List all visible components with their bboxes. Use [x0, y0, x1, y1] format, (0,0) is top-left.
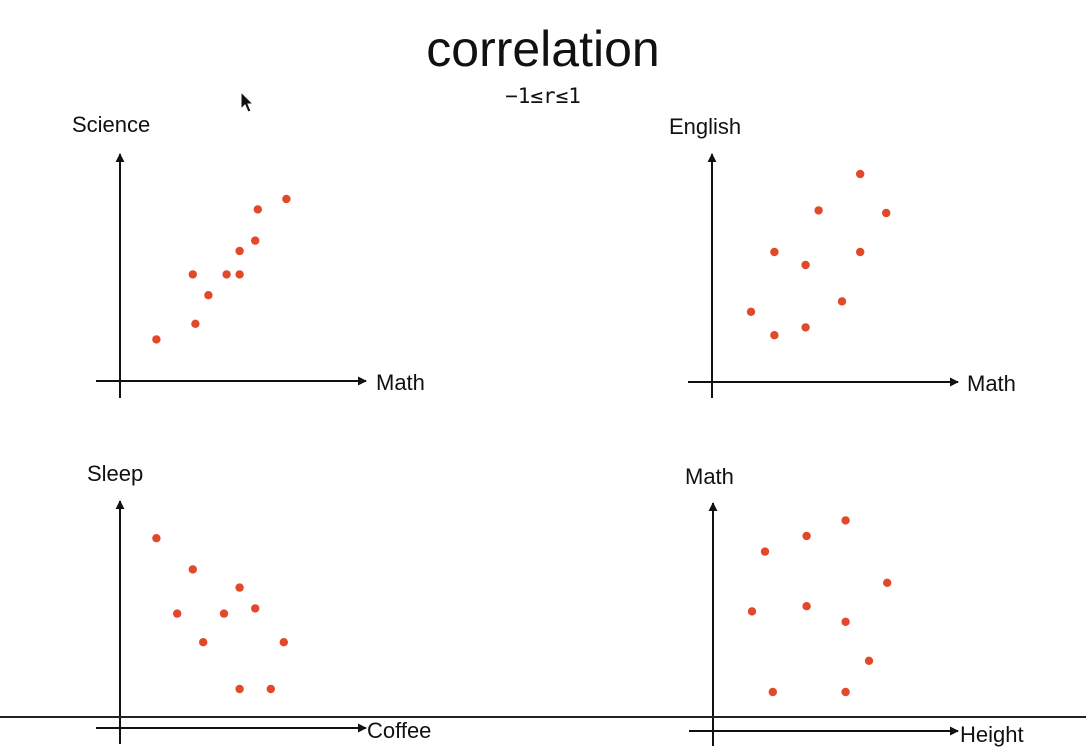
data-point	[864, 656, 874, 665]
data-point	[199, 638, 208, 647]
y-axis-label: Science	[72, 112, 151, 137]
data-point	[235, 246, 244, 256]
data-point	[204, 291, 213, 300]
data-point	[235, 583, 244, 592]
data-point	[235, 684, 244, 694]
data-point	[188, 270, 197, 279]
data-point	[279, 638, 288, 647]
data-point	[883, 578, 892, 587]
data-point	[760, 547, 770, 556]
data-point	[251, 604, 260, 613]
data-point	[768, 687, 777, 697]
data-point	[882, 208, 891, 218]
data-point	[188, 565, 197, 574]
data-point	[251, 236, 260, 245]
data-point	[770, 247, 779, 257]
data-point	[814, 206, 823, 215]
x-axis-label: Height	[960, 722, 1024, 747]
divider	[0, 716, 1086, 718]
data-point	[770, 331, 779, 340]
scatter-plot-math-vs-height	[747, 516, 892, 697]
data-point	[152, 534, 161, 543]
page-title: correlation	[426, 21, 660, 77]
data-point	[747, 607, 757, 616]
data-point	[841, 617, 850, 626]
data-point	[841, 687, 850, 697]
scatter-plot-sleep-vs-coffee	[152, 534, 288, 694]
scatter-plot-english-vs-math	[746, 169, 891, 340]
y-axis-label: Math	[685, 464, 734, 489]
data-point	[841, 516, 850, 525]
scatter-plot-science-vs-math	[152, 194, 291, 344]
data-point	[235, 270, 244, 279]
mouse-cursor-icon	[240, 91, 255, 113]
data-point	[282, 194, 291, 204]
x-axis-label: Math	[967, 371, 1016, 396]
data-point	[837, 297, 847, 306]
x-axis-label: Coffee	[367, 718, 432, 743]
data-point	[253, 205, 262, 214]
data-point	[173, 609, 182, 618]
data-point	[191, 319, 200, 328]
data-point	[802, 602, 811, 611]
data-point	[152, 335, 161, 344]
data-point	[856, 169, 865, 179]
y-axis-label: English	[669, 114, 742, 139]
data-point	[266, 684, 275, 694]
data-point	[801, 323, 810, 332]
data-point	[222, 270, 231, 279]
formula-label: −1≤r≤1	[505, 84, 581, 108]
data-point	[219, 609, 229, 618]
y-axis-label: Sleep	[87, 461, 144, 486]
data-point	[746, 307, 756, 316]
x-axis-label: Math	[376, 370, 425, 395]
data-point	[802, 531, 811, 541]
data-point	[856, 247, 865, 257]
data-point	[801, 260, 810, 270]
